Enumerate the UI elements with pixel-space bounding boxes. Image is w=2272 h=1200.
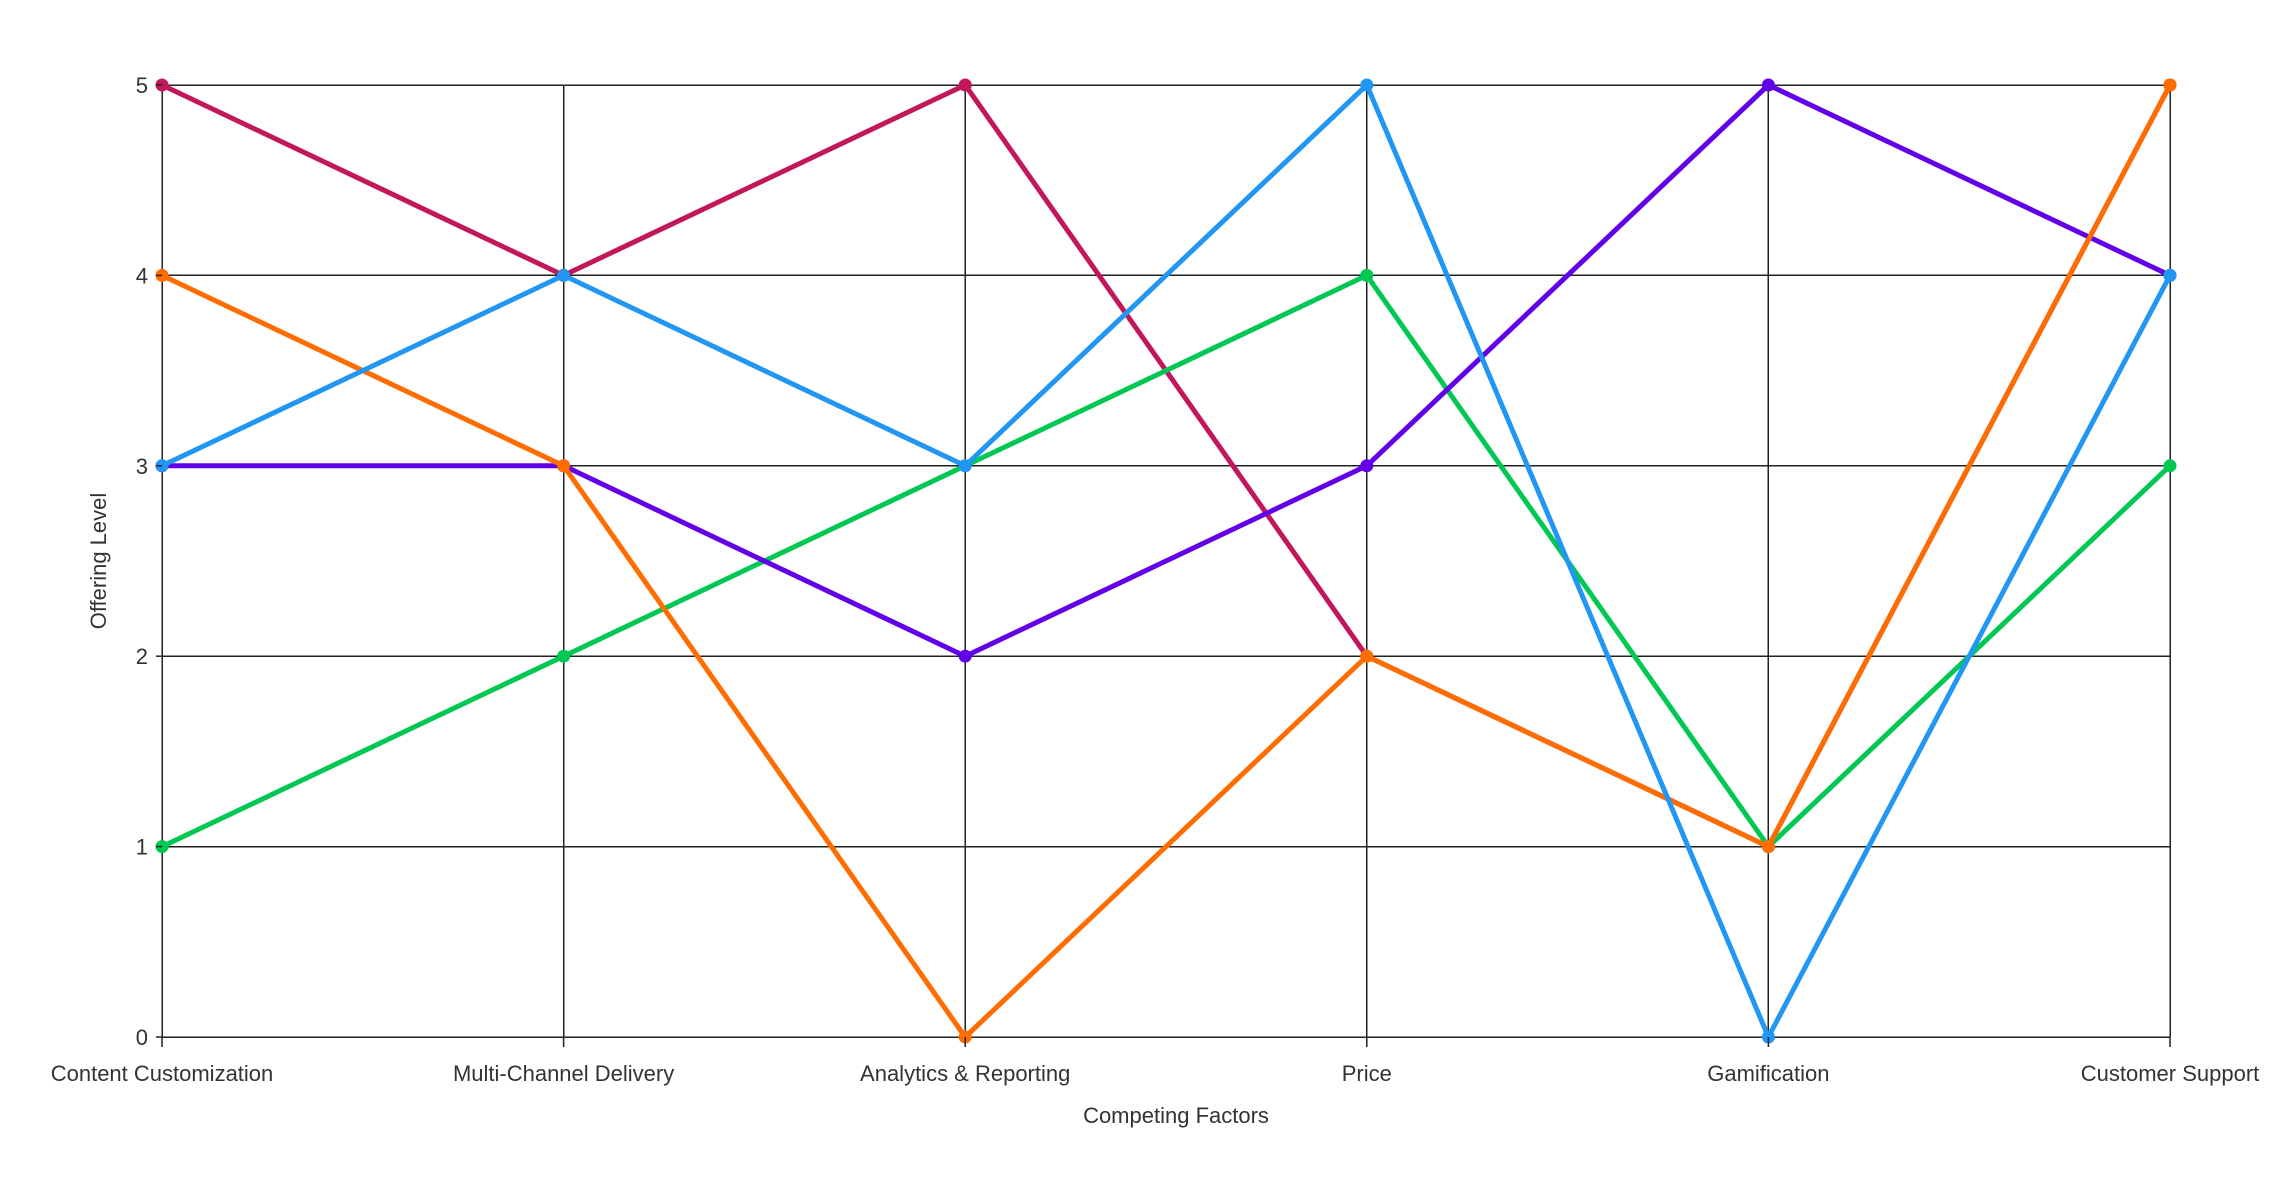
data-point (1360, 459, 1374, 473)
y-tick-label: 1 (136, 835, 148, 860)
x-axis-title: Competing Factors (1083, 1103, 1269, 1128)
series-line (159, 82, 2173, 1040)
y-tick-label: 3 (136, 454, 148, 479)
x-tick-label: Multi-Channel Delivery (453, 1061, 674, 1086)
x-tick-label: Price (1342, 1061, 1392, 1086)
series-line (159, 82, 2173, 659)
data-point (1360, 268, 1374, 282)
data-point (1761, 840, 1775, 854)
axes: 0 1 2 3 4 5 Content Customization Multi-Channel… (51, 73, 2260, 1086)
data-point (958, 78, 972, 92)
data-point (557, 268, 571, 282)
x-tick-label: Gamification (1707, 1061, 1829, 1086)
data-point (958, 459, 972, 473)
y-tick-label: 0 (136, 1025, 148, 1050)
series-layer (155, 78, 2177, 1044)
data-point (1360, 649, 1374, 663)
data-point (2163, 268, 2177, 282)
y-axis-title: Offering Level (86, 493, 111, 630)
data-point (958, 649, 972, 663)
data-point (2163, 459, 2177, 473)
data-point (557, 459, 571, 473)
series-4 (155, 78, 2177, 1044)
x-tick-label: Analytics & Reporting (860, 1061, 1070, 1086)
x-tick-label: Content Customization (51, 1061, 274, 1086)
y-tick-label: 4 (136, 263, 148, 288)
series-line (159, 272, 2173, 850)
y-tick-label: 2 (136, 644, 148, 669)
data-point (557, 649, 571, 663)
series-line (159, 82, 2173, 1040)
data-point (1360, 78, 1374, 92)
y-tick-label: 5 (136, 73, 148, 98)
x-tick-label: Customer Support (2081, 1061, 2260, 1086)
data-point (1761, 78, 1775, 92)
data-point (2163, 78, 2177, 92)
